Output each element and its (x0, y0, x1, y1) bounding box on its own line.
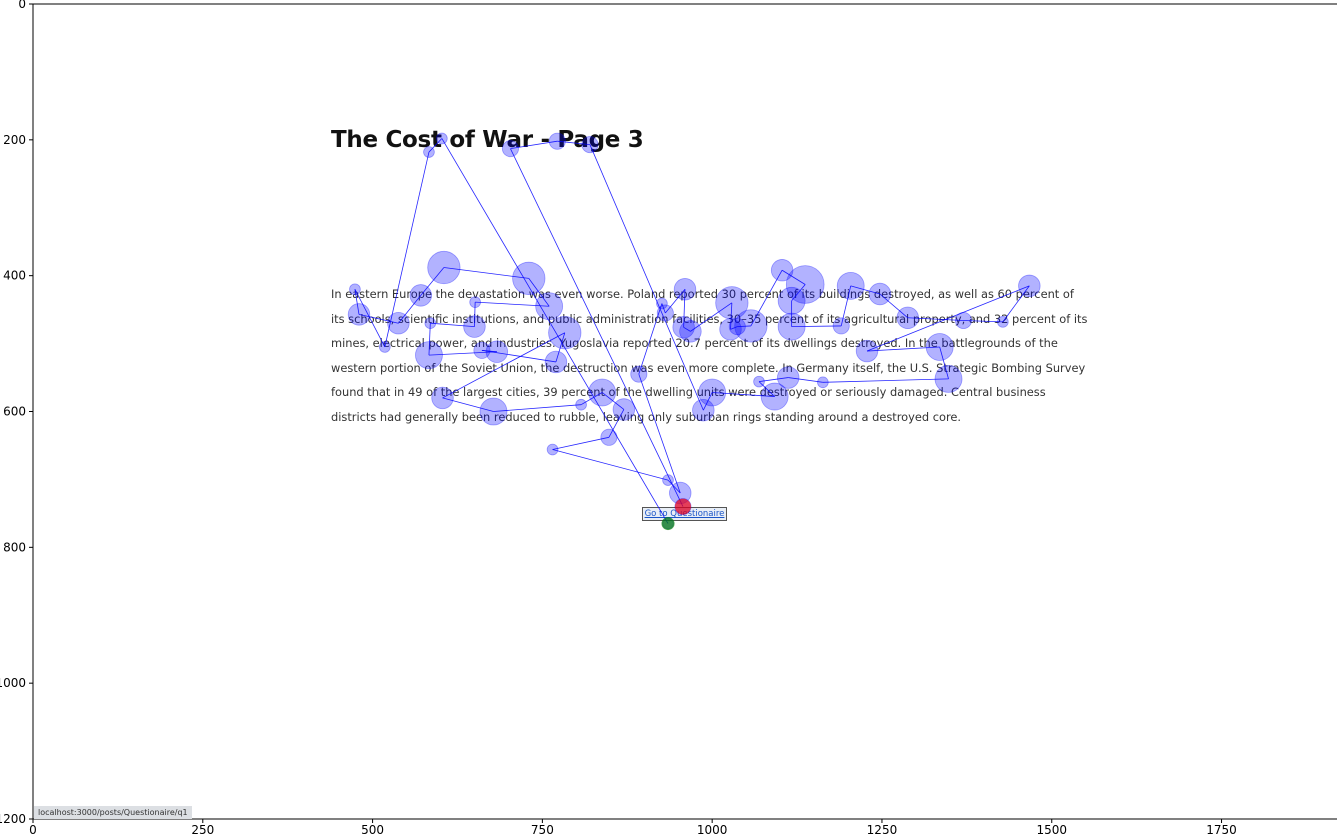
x-tick-label: 750 (531, 823, 554, 836)
y-tick-label: 600 (3, 405, 26, 419)
x-tick-label: 250 (191, 823, 214, 836)
y-tick-label: 200 (3, 133, 26, 147)
paragraph-line: districts had generally been reduced to … (331, 409, 962, 424)
y-tick-label: 400 (3, 269, 26, 283)
x-tick-label: 1750 (1206, 823, 1237, 836)
status-bar-url: localhost:3000/posts/Questionaire/q1 (34, 806, 192, 819)
paragraph-line: In eastern Europe the devastation was ev… (331, 287, 1074, 301)
page-title: The Cost of War - Page 3 (331, 127, 644, 153)
y-tick-label: 1000 (0, 676, 26, 690)
paragraph-line: found that in 49 of the largest cities, … (331, 385, 1046, 399)
axis-ticks: 0 250 500 750 1000 1250 1500 1750 0 200 400 600 800 1… (0, 0, 1237, 836)
y-tick-label: 1200 (0, 812, 26, 826)
x-tick-label: 500 (361, 823, 384, 836)
x-tick-label: 1250 (867, 823, 898, 836)
y-tick-label: 800 (3, 540, 26, 554)
paragraph-line: mines, electrical power, and industries.… (331, 336, 1058, 350)
article-paragraph: In eastern Europe the devastation was ev… (331, 282, 1088, 429)
paragraph-line: its schools, scientific institutions, an… (331, 311, 1088, 326)
x-tick-label: 1500 (1036, 823, 1067, 836)
y-tick-label: 0 (18, 0, 26, 11)
paragraph-line: western portion of the Soviet Union, the… (331, 360, 1086, 375)
x-tick-label: 0 (29, 823, 37, 836)
x-tick-label: 1000 (697, 823, 728, 836)
go-to-questionaire-button[interactable]: Go to Questionaire (642, 507, 727, 521)
